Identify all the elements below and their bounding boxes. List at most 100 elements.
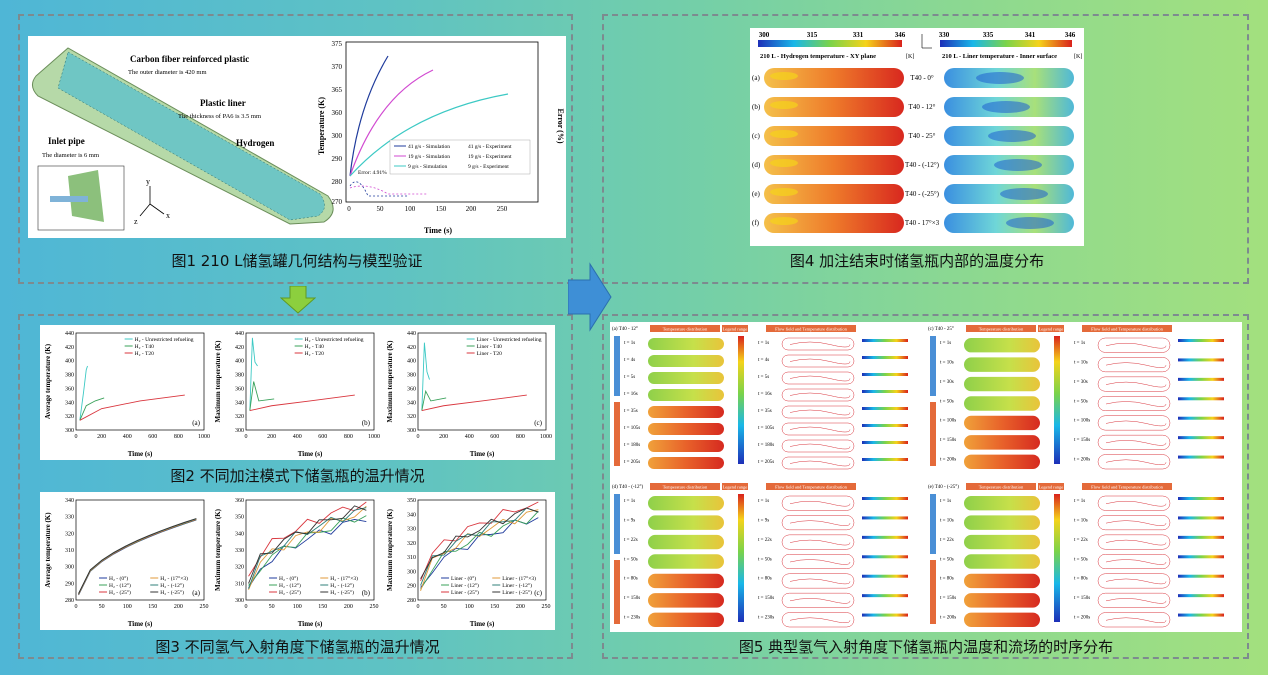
time-label: t = 9s <box>624 518 635 523</box>
x-tick-label: 150 <box>148 604 157 610</box>
liner-sub: The thickness of PA6 is 3.5 mm <box>178 113 261 120</box>
time-label: t = 35s <box>624 409 638 414</box>
legend-label: H₂ - (-12°) <box>330 582 354 589</box>
down-arrow-icon <box>280 286 316 314</box>
cfrp-sub: The outer diameter is 420 mm <box>128 69 207 76</box>
y-axis-label: Maximum temperature (K) <box>386 508 394 591</box>
x-tick-label: 800 <box>344 434 353 440</box>
x-tick-label: 600 <box>490 434 499 440</box>
quadrant-tag: (d) T40 - (-12°) <box>612 485 644 490</box>
y-axis-label: Maximum temperature (K) <box>214 508 222 591</box>
series-line <box>79 394 185 421</box>
y-tick-label: 310 <box>407 555 416 561</box>
flow-contour <box>1097 495 1171 511</box>
time-label: t = 22s <box>940 538 954 543</box>
quadrant-tag: (c) T40 - 25° <box>928 327 954 332</box>
series-line <box>421 394 527 412</box>
y-tick-label: 300 <box>235 428 244 434</box>
legend-label: H₂ - (17°×3) <box>330 575 358 582</box>
y-tick-label: 290 <box>407 584 416 590</box>
x-tick-label: 0 <box>417 604 420 610</box>
time-label: t = 100s <box>940 419 956 424</box>
svg-text:360: 360 <box>332 109 343 117</box>
fig5-quadrant: (c) T40 - 25° Temperature distribution Leg… <box>928 325 1224 470</box>
validation-chart: 375 370 365 360 300 290 280 270 0 50 100 150 200 2… <box>317 40 565 235</box>
time-label: t = 10s <box>940 360 954 365</box>
x-axis-label: Time (s) <box>470 620 495 628</box>
temp-contour <box>964 515 1040 530</box>
y-tick-label: 340 <box>407 512 416 518</box>
series-line <box>420 501 539 581</box>
panel-tag: (c) <box>534 589 542 597</box>
series-line <box>79 397 105 421</box>
x-tick-label: 100 <box>465 604 474 610</box>
fig3-chart-b: 300 310 320 330 340 350 360 0 50 100 150 200 250 Time… <box>214 498 379 628</box>
time-label: t = 50s <box>1074 399 1088 404</box>
y-tick-label: 400 <box>65 359 74 365</box>
panel-tag: (a) <box>192 419 200 427</box>
time-label: t = 4s <box>624 358 635 363</box>
liner-label: Plastic liner <box>200 98 246 108</box>
x-tick-label: 0 <box>75 604 78 610</box>
legend-label: Liner - (-25°) <box>502 589 532 596</box>
fig1-caption: 图1 210 L储氢罐几何结构与模型验证 <box>171 252 423 270</box>
y-tick-label: 350 <box>407 498 416 504</box>
fig5-caption: 图5 典型氢气入射角度下储氢瓶内温度和流场的时序分布 <box>738 638 1114 656</box>
y-tick-label: 440 <box>235 331 244 337</box>
time-label: t = 22s <box>624 538 638 543</box>
flow-contour <box>1097 376 1171 392</box>
flow-title: Flow field and Temperature distribution <box>775 485 848 490</box>
temp-contour <box>648 496 724 511</box>
flow-contour <box>1097 515 1171 531</box>
fig1-drawing: Carbon fiber reinforced plastic The oute… <box>32 40 565 235</box>
fig5-quadrant: (d) T40 - (-12°) Temperature distribution… <box>612 483 908 628</box>
hydrogen-label: Hydrogen <box>236 138 274 148</box>
legend-label: Liner - (-12°) <box>502 582 532 589</box>
legend-label: H₂ - (25°) <box>279 589 301 596</box>
svg-text:365: 365 <box>332 86 343 94</box>
svg-text:280: 280 <box>332 178 343 186</box>
x-tick-label: 250 <box>542 604 551 610</box>
temp-contour <box>648 372 724 384</box>
temp-title: Temperature distribution <box>979 485 1024 490</box>
y-tick-label: 340 <box>65 400 74 406</box>
fig4-row: (f) T40 - 17°×3 <box>752 213 1074 233</box>
hydrogen-contour <box>764 213 904 233</box>
time-label: t = 16s <box>758 392 772 397</box>
flow-contour <box>781 515 855 531</box>
series-line <box>420 507 539 579</box>
y-tick-label: 420 <box>235 345 244 351</box>
svg-text:375: 375 <box>332 40 343 48</box>
panel-tag: (c) <box>534 419 542 427</box>
row-label: T40 - 17°×3 <box>905 219 940 227</box>
x-axis-label: Time (s) <box>298 450 323 458</box>
hydrogen-contour <box>764 155 904 175</box>
time-label: t = 105s <box>624 426 640 431</box>
svg-text:50: 50 <box>377 205 385 213</box>
y-tick-label: 340 <box>235 531 244 537</box>
x-tick-label: 250 <box>200 604 209 610</box>
x-axis-label: Time (s) <box>128 450 153 458</box>
svg-text:330: 330 <box>939 31 950 39</box>
time-label: t = 50s <box>758 557 772 562</box>
time-label: t = 50s <box>940 399 954 404</box>
legend-label: H₂ - T40 <box>305 344 324 350</box>
series-line <box>248 515 367 586</box>
time-label: t = 50s <box>1074 557 1088 562</box>
y-tick-label: 320 <box>235 565 244 571</box>
time-label: t = 1s <box>1074 499 1085 504</box>
time-label: t = 180s <box>758 443 774 448</box>
temp-contour <box>964 435 1040 450</box>
y-tick-label: 320 <box>235 414 244 420</box>
fig2-chart-c: 300 320 340 360 380 400 420 440 0 200 400 600 800 100… <box>386 331 552 458</box>
temp-title: Temperature distribution <box>663 485 708 490</box>
time-label: t = 1s <box>1074 341 1085 346</box>
time-label: t = 150s <box>1074 596 1090 601</box>
quadrant-tag: (e) T40 - (-25°) <box>928 485 959 490</box>
flow-title: Flow field and Temperature distribution <box>1091 485 1164 490</box>
time-label: t = 4s <box>758 358 769 363</box>
svg-text:x: x <box>166 211 170 220</box>
time-label: t = 150s <box>624 596 640 601</box>
fig2-chart-b: 300 320 340 360 380 400 420 440 0 200 400 600 800 100… <box>214 331 380 458</box>
flow-contour <box>781 456 855 470</box>
